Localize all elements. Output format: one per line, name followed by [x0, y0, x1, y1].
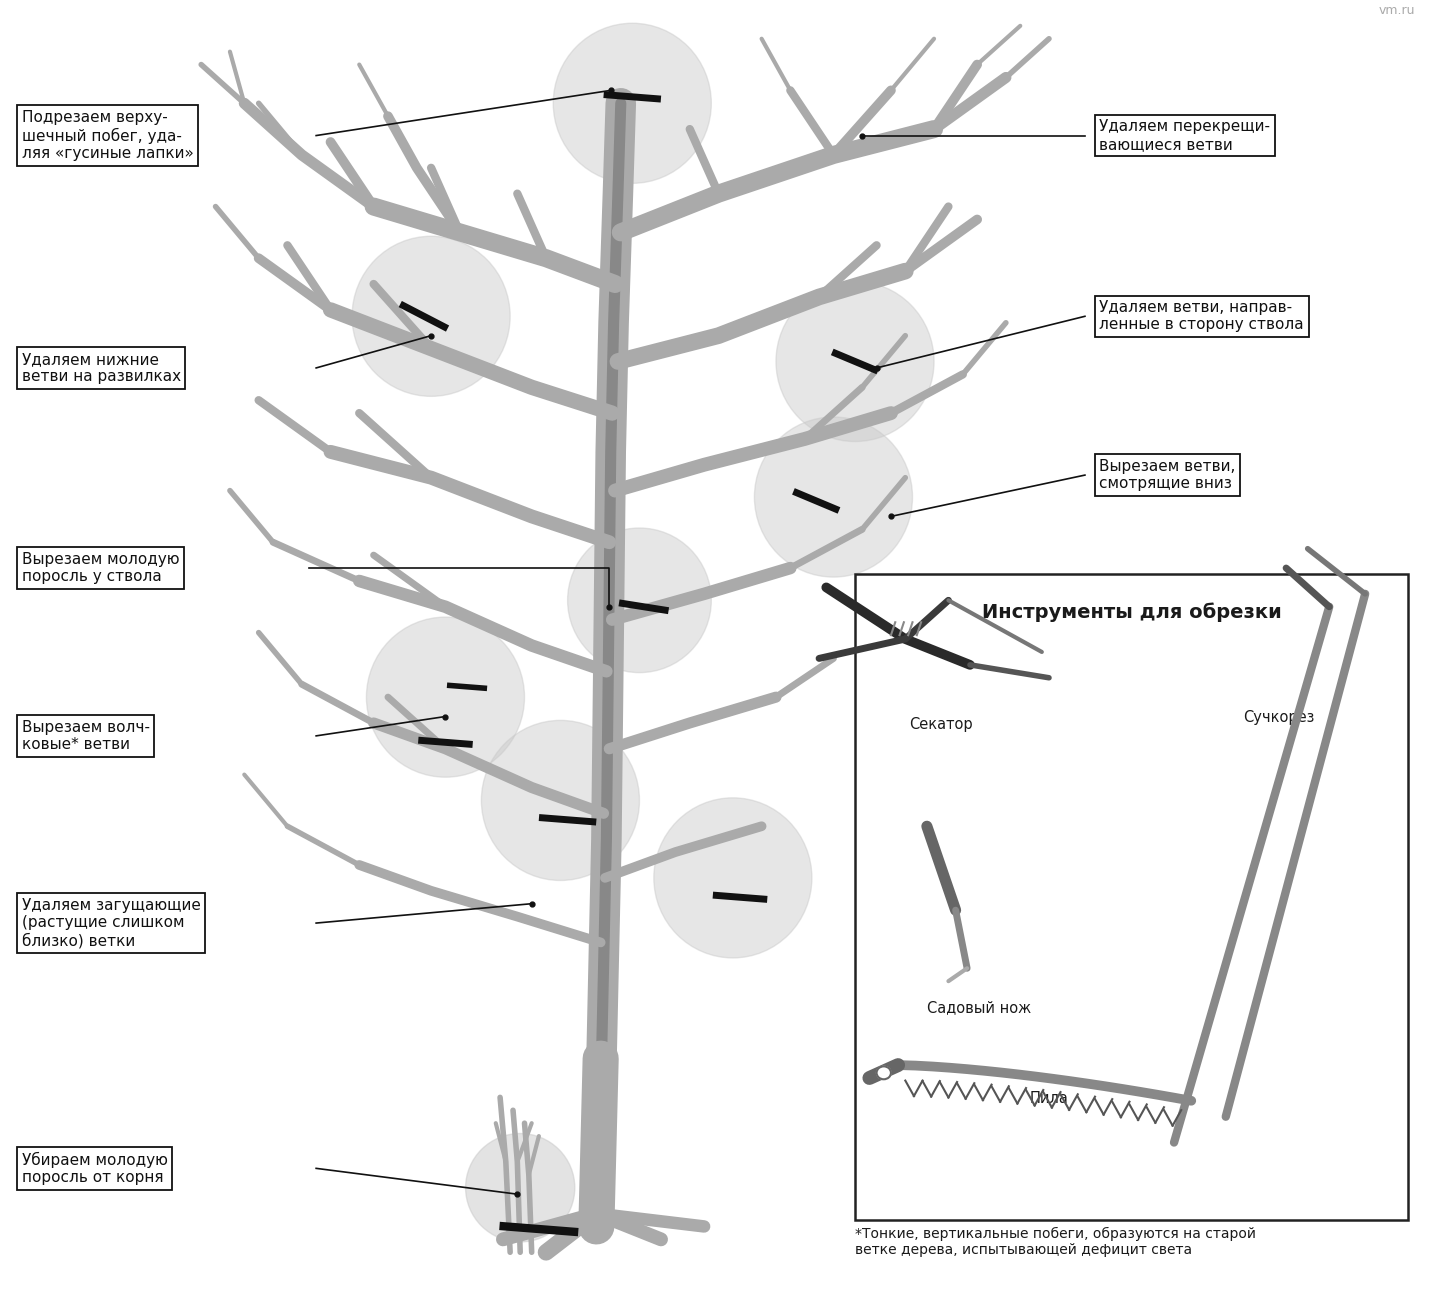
- Text: Сучкорез: Сучкорез: [1243, 710, 1315, 726]
- Text: Инструменты для обрезки: Инструменты для обрезки: [981, 603, 1282, 622]
- Text: *Тонкие, вертикальные побеги, образуются на старой
ветке дерева, испытывающей де: *Тонкие, вертикальные побеги, образуются…: [855, 1226, 1256, 1256]
- Text: Садовый нож: Садовый нож: [927, 1001, 1030, 1016]
- Ellipse shape: [776, 281, 934, 442]
- Text: Подрезаем верху-
шечный побег, уда-
ляя «гусиные лапки»: Подрезаем верху- шечный побег, уда- ляя …: [22, 110, 194, 161]
- Text: Удаляем нижние
ветви на развилках: Удаляем нижние ветви на развилках: [22, 351, 181, 385]
- Ellipse shape: [654, 798, 812, 958]
- Text: Секатор: Секатор: [910, 717, 973, 732]
- Ellipse shape: [466, 1133, 575, 1242]
- Text: Убираем молодую
поросль от корня: Убираем молодую поросль от корня: [22, 1152, 168, 1185]
- Ellipse shape: [553, 23, 711, 183]
- Ellipse shape: [481, 720, 639, 880]
- Text: vm.ru: vm.ru: [1380, 4, 1415, 17]
- Ellipse shape: [352, 236, 510, 396]
- Text: Вырезаем ветви,
смотрящие вниз: Вырезаем ветви, смотрящие вниз: [1099, 458, 1236, 492]
- FancyBboxPatch shape: [855, 574, 1408, 1220]
- Text: Вырезаем молодую
поросль у ствола: Вырезаем молодую поросль у ствола: [22, 551, 180, 585]
- Text: Пила: Пила: [1029, 1091, 1069, 1106]
- Text: Удаляем загущающие
(растущие слишком
близко) ветки: Удаляем загущающие (растущие слишком бли…: [22, 897, 200, 949]
- Ellipse shape: [366, 617, 525, 777]
- Text: Вырезаем волч-
ковые* ветви: Вырезаем волч- ковые* ветви: [22, 719, 149, 753]
- Text: Удаляем перекрещи-
вающиеся ветви: Удаляем перекрещи- вающиеся ветви: [1099, 119, 1270, 152]
- Text: Удаляем ветви, направ-
ленные в сторону ствола: Удаляем ветви, направ- ленные в сторону …: [1099, 300, 1303, 333]
- Ellipse shape: [754, 417, 912, 577]
- Circle shape: [877, 1066, 891, 1079]
- Ellipse shape: [568, 528, 711, 673]
